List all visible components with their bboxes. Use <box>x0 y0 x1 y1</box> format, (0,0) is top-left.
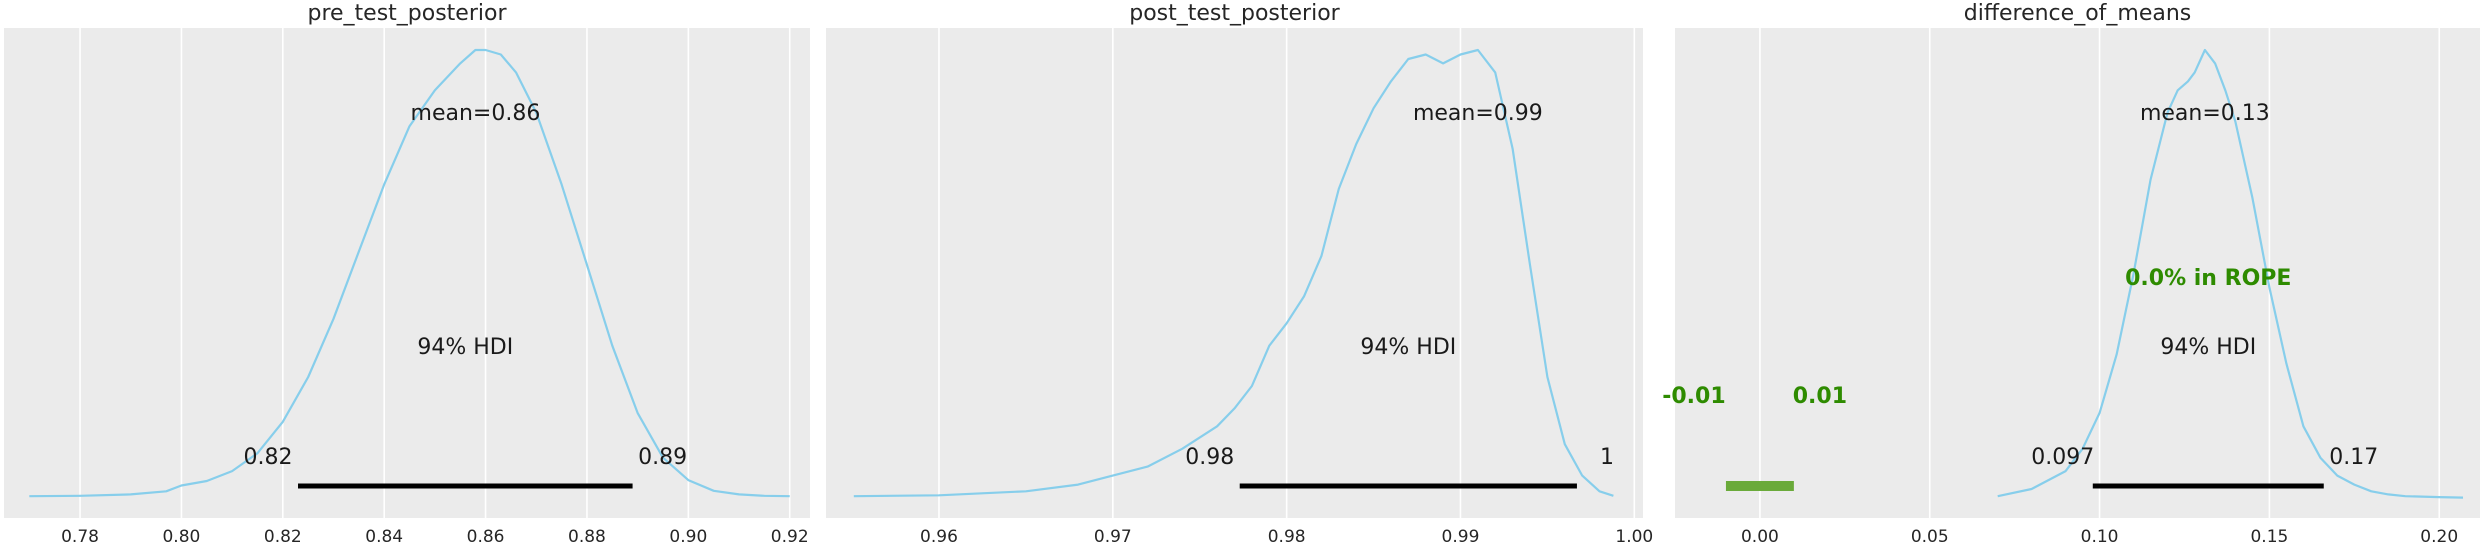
x-tick-label: 0.84 <box>365 527 403 547</box>
hdi-low-label: 0.097 <box>2031 445 2094 470</box>
x-tick-label: 0.86 <box>467 527 505 547</box>
rope-percent-label: 0.0% in ROPE <box>2125 266 2291 291</box>
hdi-high-label: 1 <box>1600 445 1614 470</box>
rope-high-label: 0.01 <box>1793 384 1847 409</box>
x-tick-label: 0.92 <box>771 527 809 547</box>
x-tick-label: 0.78 <box>61 527 99 547</box>
hdi-label: 94% HDI <box>1360 335 1456 360</box>
hdi-label: 94% HDI <box>417 335 513 360</box>
hdi-low-label: 0.82 <box>244 445 293 470</box>
density-curve <box>853 48 1614 498</box>
x-tick-label: 0.15 <box>2250 527 2288 547</box>
x-tick-label: 0.82 <box>264 527 302 547</box>
mean-label: mean=0.86 <box>411 101 541 126</box>
x-tick-label: 0.20 <box>2420 527 2458 547</box>
density-curve <box>29 48 790 498</box>
chart-title: difference_of_means <box>1964 1 2192 26</box>
mean-label: mean=0.13 <box>2140 101 2270 126</box>
x-tick-label: 0.88 <box>568 527 606 547</box>
x-tick-label: 0.05 <box>1911 527 1949 547</box>
hdi-high-label: 0.89 <box>638 445 687 470</box>
hdi-high-label: 0.17 <box>2329 445 2378 470</box>
chart-title: post_test_posterior <box>1129 1 1340 26</box>
x-tick-label: 1.00 <box>1615 527 1653 547</box>
rope-low-label: -0.01 <box>1662 384 1725 409</box>
x-tick-label: 0.99 <box>1442 527 1480 547</box>
plot-area <box>1675 28 2480 518</box>
mean-label: mean=0.99 <box>1413 101 1543 126</box>
chart-title: pre_test_posterior <box>307 1 507 26</box>
x-tick-label: 0.96 <box>920 527 958 547</box>
x-tick-label: 0.10 <box>2081 527 2119 547</box>
x-tick-label: 0.80 <box>162 527 200 547</box>
plot-area <box>826 28 1643 518</box>
hdi-low-label: 0.98 <box>1185 445 1234 470</box>
x-tick-label: 0.90 <box>669 527 707 547</box>
x-tick-label: 0.97 <box>1094 527 1132 547</box>
x-tick-label: 0.00 <box>1741 527 1779 547</box>
plot-area <box>4 28 810 518</box>
hdi-label: 94% HDI <box>2160 335 2256 360</box>
density-curve <box>1997 48 2464 499</box>
x-tick-label: 0.98 <box>1268 527 1306 547</box>
